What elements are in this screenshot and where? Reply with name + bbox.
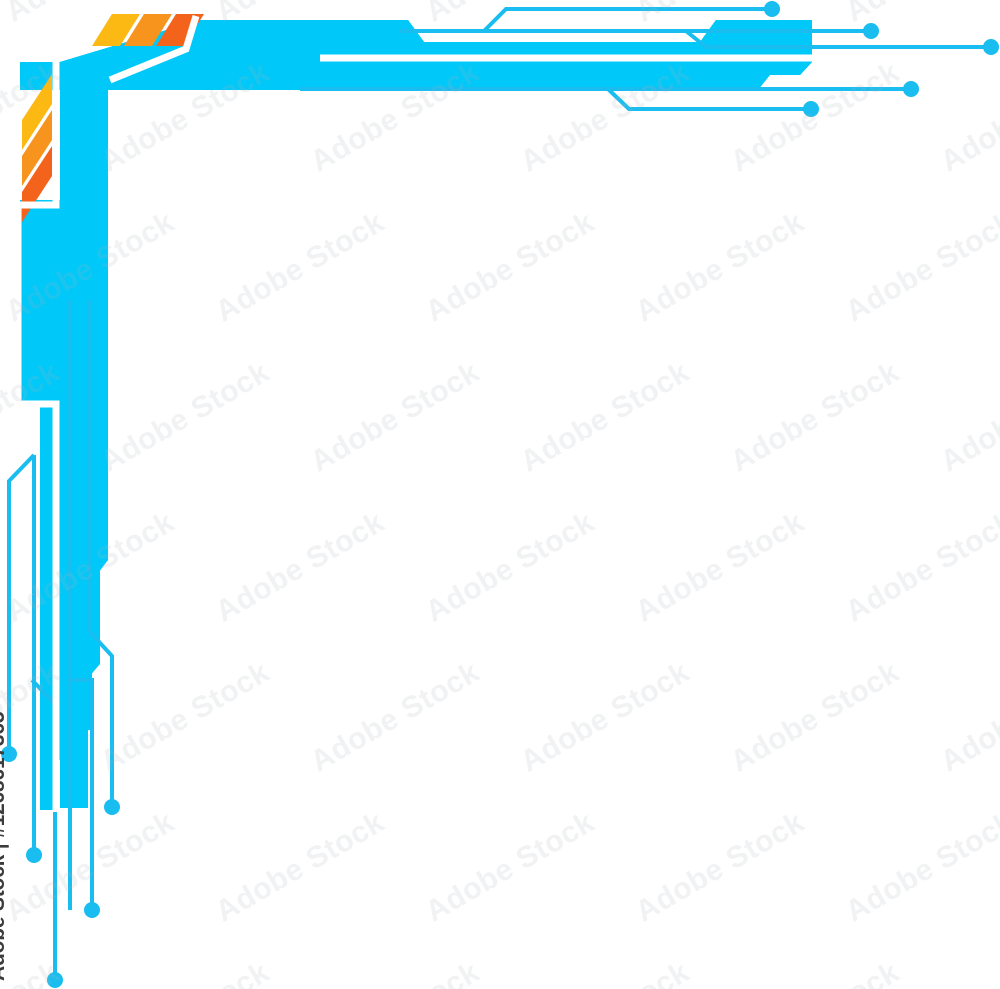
node-top-1 — [764, 1, 780, 17]
slash-left-1 — [22, 74, 52, 150]
node-top-2 — [863, 23, 879, 39]
circuit-traces-top — [300, 7, 991, 111]
circuit-nodes-top — [764, 1, 999, 117]
slash-top-1 — [92, 14, 140, 46]
trace-left-1-path — [7, 453, 36, 754]
separator-top-diagonal — [108, 14, 200, 84]
node-left-3 — [104, 799, 120, 815]
trace-top-3-path — [684, 29, 991, 49]
node-left-2 — [26, 847, 42, 863]
slash-top-2 — [124, 14, 172, 46]
separator-left-edge — [14, 60, 60, 812]
trace-top-1-path — [482, 7, 772, 33]
slash-left-group — [22, 74, 52, 222]
watermark-credit: Adobe Stock | #1268617365 — [0, 711, 9, 981]
circuit-nodes-left — [1, 746, 120, 988]
trace-top-5-path — [606, 87, 811, 111]
node-left-4 — [84, 902, 100, 918]
cyan-shapes-group — [20, 20, 812, 810]
node-top-3 — [983, 39, 999, 55]
trace-left-3-path — [88, 630, 114, 807]
node-top-4 — [903, 81, 919, 97]
main-corner-bracket — [20, 20, 810, 730]
trace-left-4-path — [70, 678, 94, 910]
node-left-1 — [1, 746, 17, 762]
cyan-rail-left — [20, 205, 40, 404]
bracket-separators — [14, 14, 812, 812]
node-top-5 — [803, 101, 819, 117]
cyan-corner-silhouette — [20, 20, 812, 808]
slash-left-2 — [22, 110, 52, 186]
node-left-5 — [47, 972, 63, 988]
cyan-band-tier2 — [296, 62, 770, 88]
